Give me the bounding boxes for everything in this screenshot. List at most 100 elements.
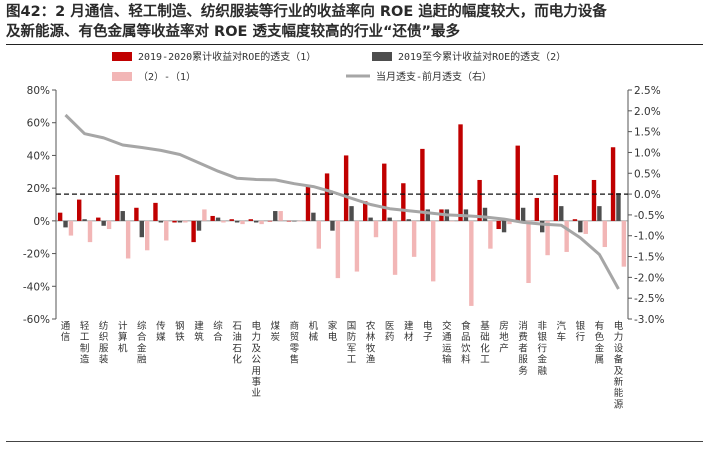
x-tick-label-11: 煤炭 bbox=[271, 320, 281, 343]
x-tick-label-13: 机械 bbox=[309, 320, 319, 343]
bar-2-28 bbox=[597, 206, 602, 221]
bar-2-19 bbox=[425, 209, 430, 221]
bar-1-12 bbox=[286, 220, 292, 222]
legend-label-3: 当月透支-前月透支（右） bbox=[376, 70, 492, 83]
x-tick-label-7: 建筑 bbox=[194, 320, 204, 343]
bar-1-17 bbox=[382, 163, 387, 221]
bar-2-25 bbox=[540, 220, 545, 233]
x-tick-label-25: 非银行金融 bbox=[537, 320, 547, 377]
bar-2-15 bbox=[349, 206, 354, 221]
bar-2-11 bbox=[273, 211, 278, 221]
x-tick-label-0: 通信 bbox=[61, 321, 71, 343]
legend-label-0: 2019-2020累计收益对ROE的透支（1） bbox=[138, 50, 316, 63]
bar-1-15 bbox=[343, 155, 349, 221]
bar-1-0 bbox=[57, 212, 63, 221]
bar-3-12 bbox=[297, 220, 302, 222]
legend-swatch-2 bbox=[112, 72, 132, 81]
left-tick-label: 20% bbox=[27, 183, 50, 195]
x-tick-label-24: 消费者服务 bbox=[518, 320, 528, 377]
line-monthly-change bbox=[64, 113, 620, 290]
bar-3-19 bbox=[431, 220, 436, 282]
x-tick-label-12: 商贸零售 bbox=[290, 320, 300, 366]
right-tick-label: -2.5% bbox=[634, 293, 664, 305]
right-tick-label: -3.0% bbox=[634, 314, 664, 326]
right-tick-label: 0.5% bbox=[634, 168, 661, 180]
right-tick-label: 2.5% bbox=[634, 85, 661, 97]
legend-swatch-0 bbox=[112, 52, 132, 61]
bar-2-13 bbox=[311, 212, 316, 221]
bar-2-26 bbox=[559, 206, 564, 221]
x-tick-label-29: 电力设备及新能源 bbox=[614, 320, 624, 410]
bar-2-5 bbox=[158, 220, 164, 223]
bar-3-26 bbox=[564, 220, 569, 252]
bar-2-6 bbox=[177, 220, 183, 223]
x-tick-label-23: 房地产 bbox=[499, 320, 509, 354]
left-tick-label: -60% bbox=[23, 314, 50, 326]
left-tick-label: 60% bbox=[27, 118, 50, 130]
bar-2-0 bbox=[63, 220, 68, 228]
bar-3-2 bbox=[106, 220, 112, 230]
title-divider bbox=[6, 44, 703, 45]
bar-1-1 bbox=[77, 199, 82, 221]
x-tick-labels: 通信轻工制造纺织服装计算机综合金融传媒钢铁建筑综合石油石化电力及公用事业煤炭商贸… bbox=[61, 320, 624, 410]
bar-3-27 bbox=[583, 220, 588, 234]
x-tick-label-10: 电力及公用事业 bbox=[251, 320, 261, 399]
bar-2-22 bbox=[482, 207, 488, 221]
left-tick-label: -20% bbox=[23, 249, 50, 261]
bar-3-21 bbox=[469, 220, 474, 306]
right-tick-label: 2.0% bbox=[634, 106, 661, 118]
bar-1-11 bbox=[267, 220, 273, 222]
bar-3-3 bbox=[125, 220, 131, 259]
bar-3-29 bbox=[621, 220, 627, 267]
legend-label-2: （2）-（1） bbox=[138, 71, 196, 83]
bar-2-18 bbox=[406, 219, 411, 221]
bar-3-20 bbox=[450, 220, 455, 222]
right-tick-label: -0.5% bbox=[634, 210, 664, 222]
bar-2-24 bbox=[520, 207, 526, 221]
right-tick-label: -2.0% bbox=[634, 272, 664, 284]
x-tick-label-3: 计算机 bbox=[118, 320, 128, 354]
bar-1-13 bbox=[305, 184, 311, 221]
x-tick-label-18: 建材 bbox=[404, 320, 414, 343]
x-tick-label-8: 综合 bbox=[213, 320, 223, 343]
bar-2-29 bbox=[616, 193, 621, 221]
footer-divider bbox=[6, 441, 703, 442]
bar-2-16 bbox=[368, 217, 373, 221]
right-tick-label: -1.5% bbox=[634, 252, 664, 264]
left-tick-label: 40% bbox=[27, 150, 50, 162]
bar-3-17 bbox=[392, 220, 398, 275]
bar-series bbox=[57, 124, 627, 306]
bar-1-19 bbox=[420, 148, 425, 221]
right-tick-label: 0.0% bbox=[634, 189, 661, 201]
x-tick-label-14: 家电 bbox=[328, 320, 338, 343]
bar-1-8 bbox=[210, 215, 215, 221]
right-tick-label: -1.0% bbox=[634, 231, 664, 243]
bar-2-4 bbox=[139, 220, 144, 238]
x-tick-label-15: 国防军工 bbox=[347, 321, 357, 366]
bar-3-5 bbox=[164, 220, 169, 241]
bar-3-22 bbox=[488, 220, 493, 249]
bar-1-5 bbox=[153, 202, 158, 221]
bar-2-9 bbox=[234, 220, 240, 223]
bar-1-3 bbox=[115, 175, 120, 221]
bar-3-13 bbox=[316, 220, 321, 249]
bar-3-4 bbox=[145, 220, 150, 251]
bar-2-23 bbox=[501, 220, 507, 233]
bar-3-10 bbox=[259, 220, 264, 225]
bar-3-6 bbox=[183, 220, 188, 223]
left-tick-label: -40% bbox=[23, 281, 50, 293]
right-tick-label: 1.5% bbox=[634, 127, 661, 139]
bar-3-23 bbox=[507, 220, 512, 225]
bar-1-2 bbox=[96, 217, 101, 221]
bar-1-10 bbox=[248, 219, 253, 221]
bar-1-29 bbox=[610, 147, 616, 221]
x-tick-label-26: 汽车 bbox=[557, 320, 567, 343]
bar-1-6 bbox=[172, 220, 177, 223]
bar-1-21 bbox=[458, 124, 463, 221]
bar-3-14 bbox=[335, 220, 341, 279]
bar-3-18 bbox=[411, 220, 417, 257]
bar-3-8 bbox=[221, 220, 226, 223]
x-tick-label-17: 医药 bbox=[385, 321, 395, 343]
chart-title-line-1: 图42：2 月通信、轻工制造、纺织服装等行业的收益率向 ROE 追赶的幅度较大，… bbox=[6, 4, 607, 20]
x-tick-label-21: 食品饮料 bbox=[461, 320, 471, 366]
